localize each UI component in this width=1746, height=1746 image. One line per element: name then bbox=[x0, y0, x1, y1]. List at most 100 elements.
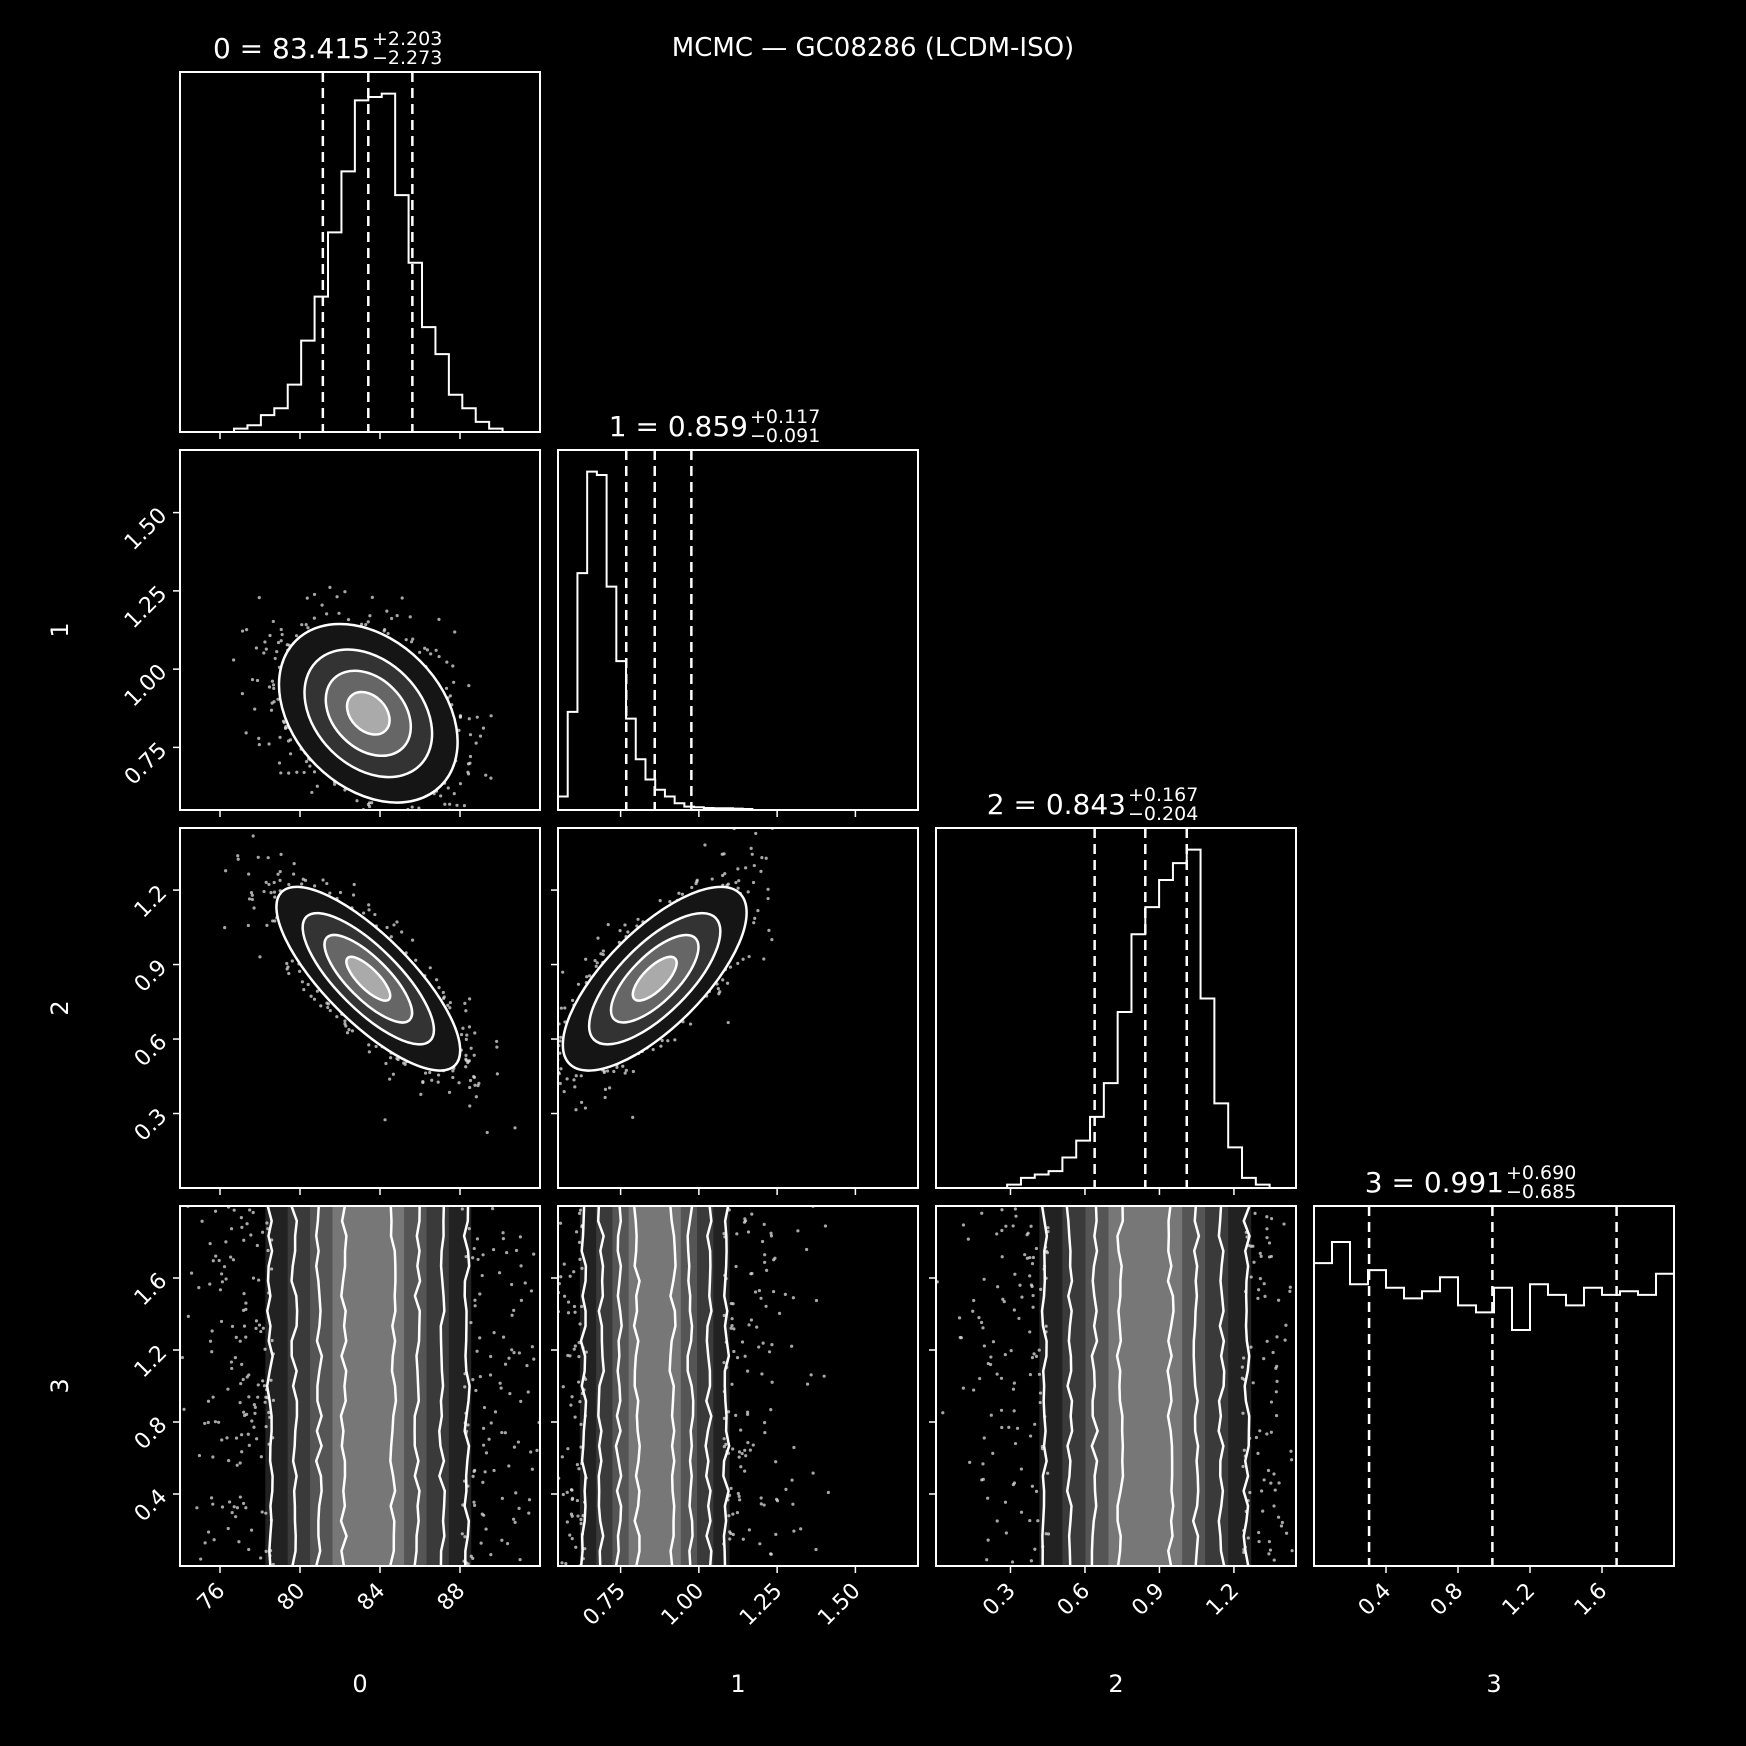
sample-point bbox=[734, 880, 738, 885]
sample-point bbox=[269, 1378, 273, 1382]
sample-point bbox=[737, 1455, 741, 1459]
sample-point bbox=[472, 1500, 476, 1504]
sample-point bbox=[1277, 1481, 1281, 1485]
sample-point bbox=[518, 1557, 522, 1562]
sample-point bbox=[961, 1223, 966, 1227]
sample-point bbox=[475, 1349, 479, 1353]
sample-point bbox=[476, 1257, 480, 1262]
sample-point bbox=[722, 1360, 726, 1365]
sample-point bbox=[729, 1486, 733, 1490]
sample-point bbox=[269, 1267, 274, 1271]
sample-point bbox=[234, 1335, 238, 1339]
sample-point bbox=[252, 906, 256, 910]
sample-point bbox=[276, 697, 280, 701]
sample-point bbox=[514, 1248, 519, 1253]
sample-point bbox=[237, 1540, 241, 1544]
contour-level-3 bbox=[579, 1206, 588, 1566]
sample-point bbox=[203, 1541, 207, 1545]
sample-point bbox=[721, 873, 725, 878]
sample-point bbox=[383, 1118, 387, 1122]
sample-point bbox=[986, 1496, 990, 1500]
sample-point bbox=[730, 1324, 734, 1328]
sample-point bbox=[236, 854, 240, 858]
sample-point bbox=[783, 1292, 787, 1296]
sample-point bbox=[731, 1512, 735, 1516]
sample-point bbox=[278, 735, 282, 739]
sample-point bbox=[1269, 1430, 1273, 1434]
sample-point bbox=[1012, 1481, 1017, 1485]
sample-point bbox=[784, 1487, 788, 1492]
sample-point bbox=[489, 1421, 493, 1425]
sample-point bbox=[343, 590, 347, 594]
sample-point bbox=[1010, 1560, 1015, 1564]
sample-point bbox=[263, 640, 267, 644]
sample-point bbox=[451, 1069, 455, 1073]
sample-point bbox=[1013, 1207, 1017, 1211]
sample-point bbox=[388, 1077, 392, 1081]
sample-point bbox=[230, 1511, 234, 1515]
contour-level-3 bbox=[265, 1206, 274, 1566]
sample-point bbox=[211, 1259, 215, 1263]
sample-point bbox=[489, 1553, 493, 1557]
sample-point bbox=[791, 1502, 795, 1506]
sample-point bbox=[1275, 1335, 1279, 1339]
sample-point bbox=[525, 1363, 529, 1368]
sample-point bbox=[584, 957, 588, 961]
sample-point bbox=[1259, 1254, 1263, 1258]
sample-point bbox=[566, 1300, 571, 1304]
sample-point bbox=[475, 1237, 480, 1241]
sample-point bbox=[351, 893, 356, 897]
sample-point bbox=[986, 1538, 990, 1542]
sample-point bbox=[428, 1070, 432, 1075]
sample-point bbox=[1030, 1355, 1035, 1360]
contour-outer bbox=[561, 885, 748, 1072]
sample-point bbox=[230, 1366, 234, 1371]
panel-frame bbox=[557, 827, 919, 1189]
sample-point bbox=[577, 1240, 582, 1244]
sample-point bbox=[530, 1467, 534, 1471]
sample-point bbox=[495, 1072, 499, 1076]
sample-point bbox=[565, 1520, 569, 1524]
sample-point bbox=[730, 1382, 734, 1386]
sample-point bbox=[569, 1403, 573, 1407]
sample-point bbox=[1000, 1228, 1004, 1233]
sample-point bbox=[442, 996, 446, 1000]
sample-point bbox=[688, 1022, 693, 1026]
sample-point bbox=[249, 1233, 253, 1237]
sample-point bbox=[484, 773, 488, 777]
sample-point bbox=[769, 1231, 773, 1235]
sample-point bbox=[500, 1430, 504, 1435]
sample-point bbox=[264, 1395, 268, 1399]
sample-point bbox=[572, 1078, 576, 1082]
sample-point bbox=[560, 1561, 564, 1565]
sample-point bbox=[249, 1528, 254, 1532]
sample-point bbox=[1262, 1478, 1266, 1482]
sample-point bbox=[278, 870, 282, 874]
sample-point bbox=[1257, 1530, 1261, 1535]
sample-point bbox=[735, 1356, 740, 1360]
sample-point bbox=[722, 1231, 726, 1236]
sample-point bbox=[229, 1255, 233, 1259]
histogram-steps-0 bbox=[233, 92, 504, 432]
sample-point bbox=[668, 900, 672, 904]
sample-point bbox=[498, 1381, 502, 1385]
sample-point bbox=[1029, 1224, 1033, 1228]
sample-point bbox=[189, 1271, 194, 1275]
sample-point bbox=[309, 994, 313, 998]
sample-point bbox=[737, 879, 741, 883]
sample-point bbox=[792, 1529, 796, 1533]
sample-point bbox=[469, 1554, 473, 1558]
sample-point bbox=[1266, 1468, 1271, 1473]
sample-point bbox=[451, 1075, 455, 1080]
sample-point bbox=[736, 867, 740, 871]
sample-point bbox=[745, 1410, 750, 1414]
sample-point bbox=[240, 692, 244, 696]
sample-point bbox=[495, 1039, 499, 1044]
density-panel-3-1 bbox=[557, 1205, 919, 1567]
sample-point bbox=[385, 925, 389, 930]
sample-point bbox=[749, 1318, 754, 1322]
sample-point bbox=[573, 1415, 577, 1419]
sample-point bbox=[1028, 1330, 1032, 1334]
sample-point bbox=[751, 880, 756, 885]
